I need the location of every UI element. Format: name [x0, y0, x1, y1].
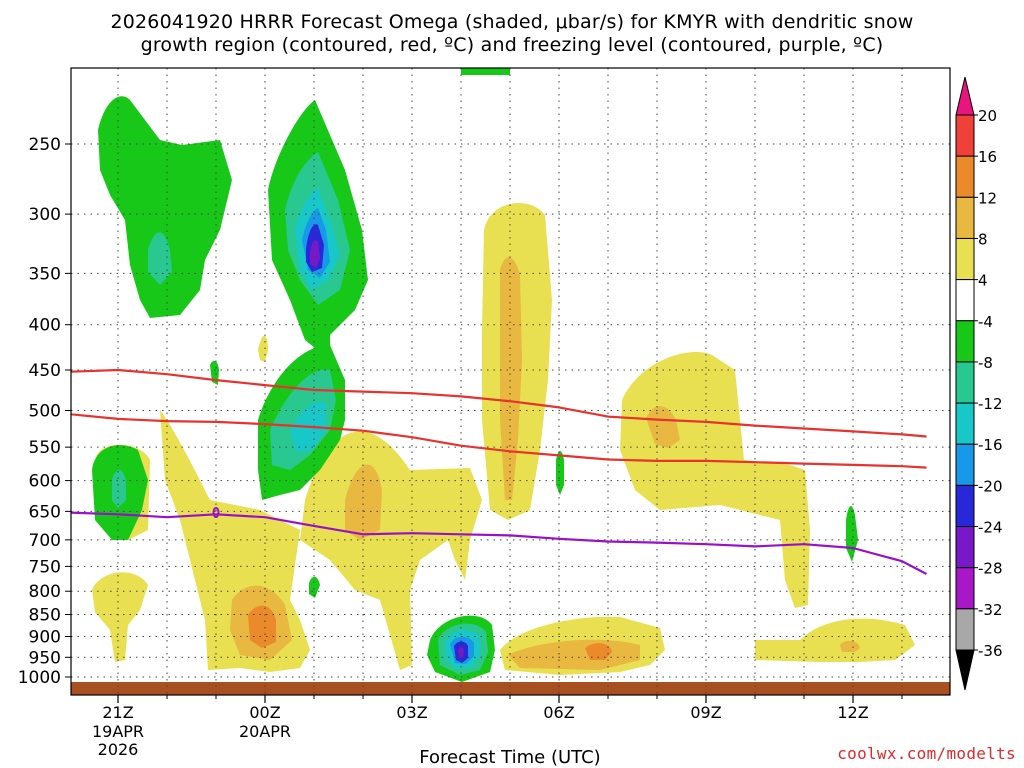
dgz-top-contour [70, 368, 927, 438]
y-tick-label: 750 [29, 557, 61, 577]
chart-title-line-1: 2026041920 HRRR Forecast Omega (shaded, … [110, 11, 914, 33]
y-tick-label: 250 [29, 135, 61, 155]
y-tick-label: 450 [29, 361, 61, 381]
x-tick-date-label: 19APR [92, 722, 144, 741]
colorbar-label: -16 [978, 436, 1003, 454]
omega-pos-right-core [646, 406, 680, 448]
x-tick-label: 03Z [396, 703, 427, 722]
omega-pos-lowleft-core2 [248, 605, 276, 648]
colorbar-label: 4 [978, 272, 988, 290]
y-tick-label: 700 [29, 531, 61, 551]
colorbar-label: 20 [978, 107, 997, 125]
colorbar-swatch [955, 567, 975, 610]
omega-neg-upper-left-core [148, 232, 172, 285]
omega-pos-lowright [755, 618, 915, 662]
colorbar-swatch [955, 279, 975, 322]
y-tick-label: 500 [29, 402, 61, 422]
colorbar-swatch [955, 361, 975, 404]
colorbar-label: -8 [978, 354, 993, 372]
x-tick-date-label: 20APR [239, 722, 291, 741]
y-tick-label: 600 [29, 472, 61, 492]
y-tick-label: 350 [29, 264, 61, 284]
y-tick-label: 300 [29, 205, 61, 225]
contour-lines [70, 368, 928, 575]
colorbar-label: -12 [978, 395, 1003, 413]
freezing-level-contour [70, 511, 928, 575]
y-tick-label: 950 [29, 648, 61, 668]
x-tick-label: 06Z [543, 703, 574, 722]
omega-neg-bottom-max [458, 647, 464, 658]
y-axis: 2503003504004505005506006507007508008509… [18, 135, 71, 688]
chart-title-line-2: growth region (contoured, red, ºC) and f… [140, 34, 884, 56]
freezing-level-loop [212, 507, 220, 519]
omega-neg-column-max [310, 240, 320, 268]
colorbar-label: -28 [978, 560, 1003, 578]
omega-pos-mid-block [300, 431, 482, 670]
omega-neg-speck-top [461, 68, 510, 75]
colorbar-top-arrow [955, 76, 975, 116]
y-tick-label: 900 [29, 627, 61, 647]
colorbar-label: 12 [978, 189, 997, 207]
y-tick-label: 650 [29, 502, 61, 522]
omega-neg-left-l2 [112, 470, 126, 508]
colorbar: 20 16 12 8 4 -4 -8 -12 -16 -20 -24 -28 -32 -36 [955, 76, 1003, 691]
omega-pos-lowright-core [840, 640, 860, 652]
colorbar-swatch [955, 402, 975, 445]
x-tick-year-label: 2026 [98, 740, 139, 759]
y-tick-label: 850 [29, 606, 61, 626]
credit-link[interactable]: coolwx.com/modelts [837, 744, 1016, 763]
omega-pos-low-band-max [585, 643, 612, 660]
colorbar-label: -4 [978, 313, 993, 331]
omega-pos-patch-a [92, 572, 148, 662]
omega-pos-mid-core [345, 464, 382, 540]
terrain-strip [71, 682, 950, 695]
colorbar-swatch [955, 196, 975, 239]
x-tick-label: 09Z [690, 703, 721, 722]
omega-neg-speck-b [309, 576, 320, 598]
x-tick-label: 21Z [102, 703, 133, 722]
colorbar-swatch [955, 526, 975, 569]
colorbar-swatch [955, 608, 975, 651]
colorbar-label: -20 [978, 477, 1003, 495]
grid [71, 68, 950, 695]
omega-neg-upper-left [98, 96, 232, 318]
x-tick-label: 12Z [837, 703, 868, 722]
x-axis-title: Forecast Time (UTC) [419, 747, 600, 768]
colorbar-swatch [955, 155, 975, 198]
y-tick-label: 550 [29, 438, 61, 458]
omega-positive-regions [92, 203, 915, 675]
colorbar-label: 16 [978, 148, 997, 166]
omega-neg-speck-c [556, 451, 564, 495]
y-tick-label: 1000 [18, 668, 61, 688]
colorbar-label: -32 [978, 601, 1003, 619]
colorbar-label: -36 [978, 642, 1003, 660]
colorbar-bottom-arrow [955, 649, 975, 691]
omega-pos-column-core [500, 257, 522, 500]
y-tick-label: 400 [29, 316, 61, 336]
colorbar-swatch [955, 114, 975, 157]
colorbar-swatch [955, 484, 975, 528]
colorbar-swatch [955, 237, 975, 281]
colorbar-swatch [955, 443, 975, 486]
y-tick-label: 800 [29, 582, 61, 602]
colorbar-label: -24 [978, 519, 1003, 537]
colorbar-swatch [955, 320, 975, 363]
colorbar-label: 8 [978, 230, 988, 248]
x-tick-label: 00Z [249, 703, 280, 722]
dgz-bottom-contour [70, 413, 927, 469]
